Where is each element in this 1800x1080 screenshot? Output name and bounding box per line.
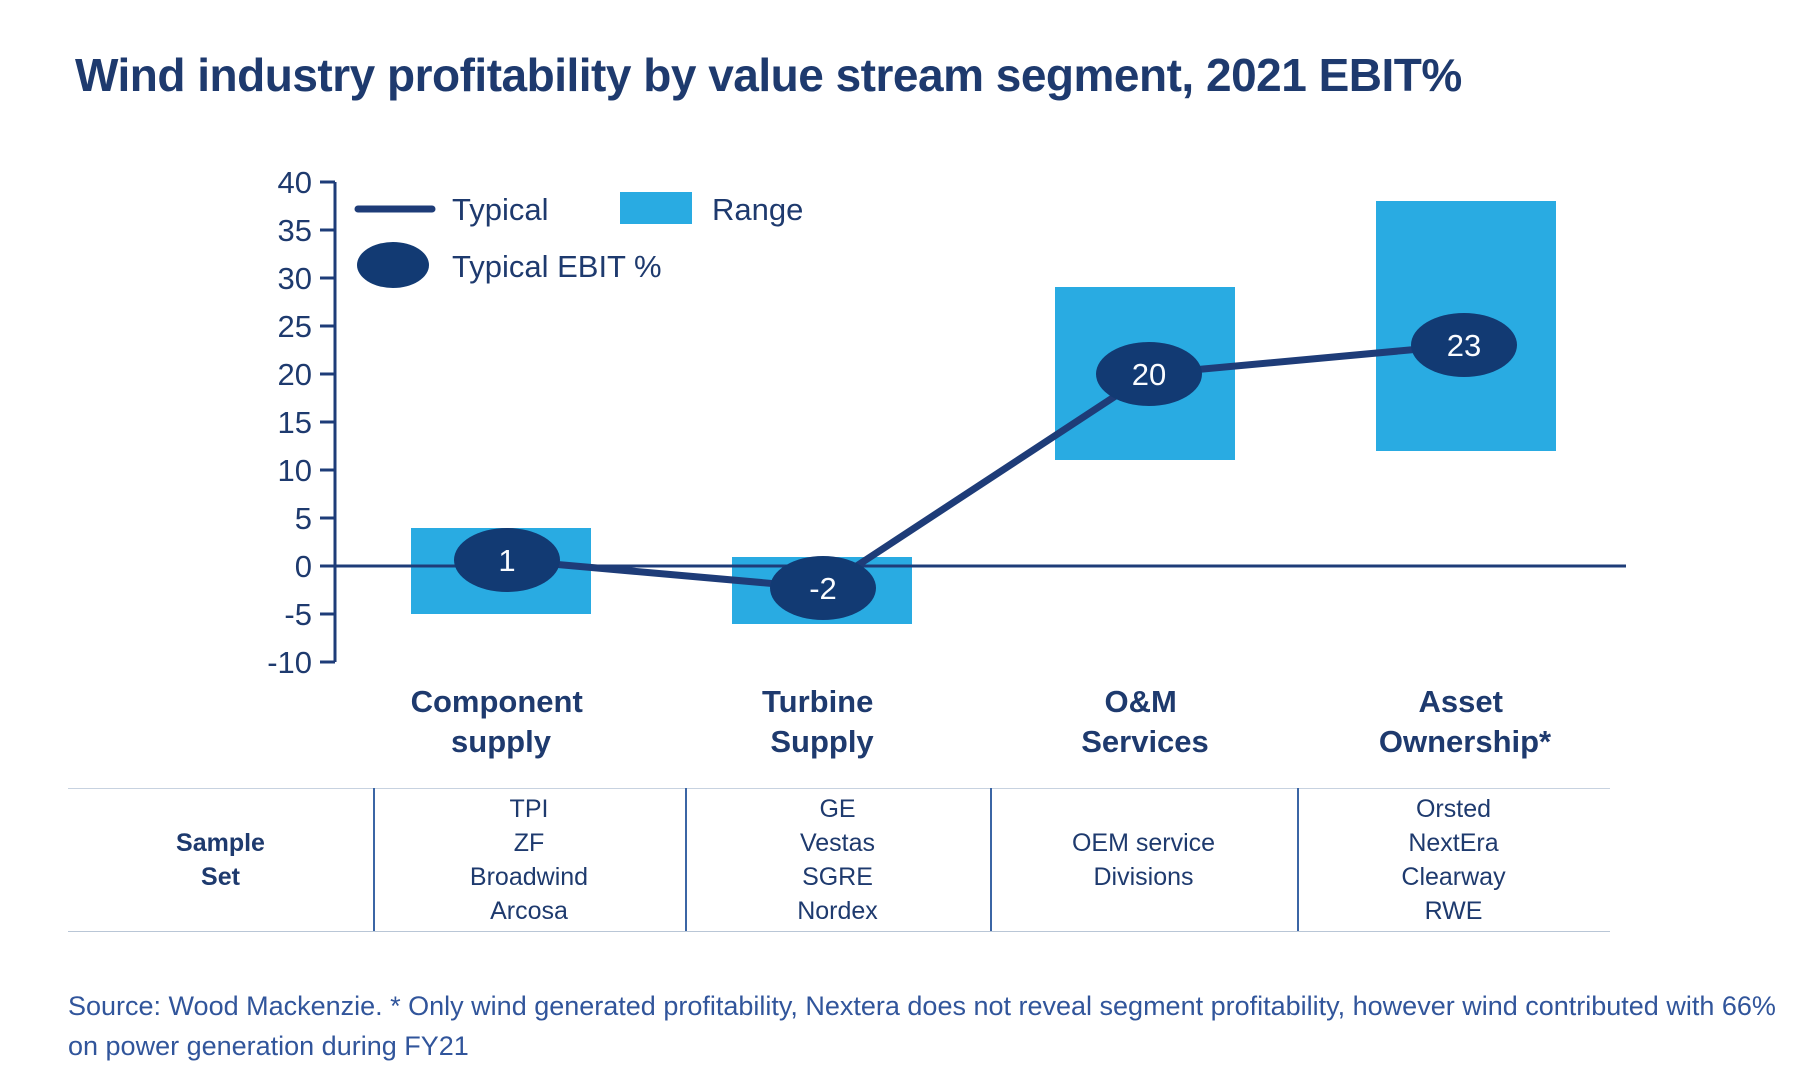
y-tick-label: 30: [278, 261, 312, 296]
y-axis: 40 35 30 25 20 15 10 5 0 -5 -10: [267, 165, 337, 680]
table-divider: [685, 788, 687, 931]
y-tick-label: -10: [267, 645, 312, 680]
y-tick-label: 5: [295, 501, 312, 536]
marker-ellipse: [770, 556, 876, 620]
table-divider: [990, 788, 992, 931]
table-bottom-border: [68, 931, 1610, 932]
legend-typical-ebit-swatch: [357, 242, 429, 288]
typical-ebit-marker-turbine-supply: -2: [770, 556, 876, 620]
marker-value: -2: [809, 571, 837, 606]
typical-ebit-marker-component-supply: 1: [454, 528, 560, 592]
table-divider: [1297, 788, 1299, 931]
legend-range-label: Range: [712, 192, 803, 227]
y-tick-label: 35: [278, 213, 312, 248]
table-divider: [373, 788, 375, 931]
marker-ellipse: [454, 528, 560, 592]
typical-ebit-marker-asset-ownership: 23: [1411, 313, 1517, 377]
y-tick-label: 25: [278, 309, 312, 344]
category-label-asset-ownership: Asset Ownership*: [1379, 684, 1552, 759]
chart-legend: Typical Range Typical EBIT %: [354, 192, 803, 288]
ebit-chart: 40 35 30 25 20 15 10 5 0 -5 -10 1: [267, 165, 1626, 759]
table-top-border: [68, 788, 1610, 789]
table-cell-component-supply: TPI ZF Broadwind Arcosa: [469, 794, 589, 925]
y-tick-label: 40: [278, 165, 312, 200]
source-note: Source: Wood Mackenzie. * Only wind gene…: [68, 986, 1776, 1066]
y-tick-label: -5: [284, 597, 312, 632]
marker-value: 23: [1447, 328, 1481, 363]
category-label-turbine-supply: Turbine Supply: [762, 684, 882, 759]
y-tick-label: 15: [278, 405, 312, 440]
category-label-om-services: O&M Services: [1081, 684, 1209, 759]
legend-typical-ebit-label: Typical EBIT %: [452, 249, 662, 284]
typical-ebit-marker-om-services: 20: [1096, 342, 1202, 406]
source-note-line1: Source: Wood Mackenzie. * Only wind gene…: [68, 991, 1776, 1021]
legend-range-swatch: [620, 192, 692, 224]
marker-ellipse: [1096, 342, 1202, 406]
marker-value: 1: [498, 543, 515, 578]
typical-line: [503, 341, 1468, 592]
y-tick-label: 20: [278, 357, 312, 392]
typical-ebit-markers: 1 -2 20 23: [454, 313, 1517, 620]
y-tick-label: 0: [295, 549, 312, 584]
chart-title: Wind industry profitability by value str…: [75, 49, 1462, 101]
table-cell-om-services: OEM service Divisions: [1071, 828, 1216, 891]
legend-typical-label: Typical: [452, 192, 548, 227]
table-cell-asset-ownership: Orsted NextEra Clearway RWE: [1401, 794, 1506, 925]
marker-ellipse: [1411, 313, 1517, 377]
category-labels: Component supply Turbine Supply O&M Serv…: [411, 684, 1552, 759]
marker-value: 20: [1132, 357, 1166, 392]
source-note-line2: on power generation during FY21: [68, 1031, 469, 1061]
y-tick-label: 10: [278, 453, 312, 488]
category-label-component-supply: Component supply: [411, 684, 592, 759]
table-cell-turbine-supply: GE Vestas SGRE Nordex: [797, 794, 878, 925]
table-row-header: Sample Set: [176, 828, 265, 891]
